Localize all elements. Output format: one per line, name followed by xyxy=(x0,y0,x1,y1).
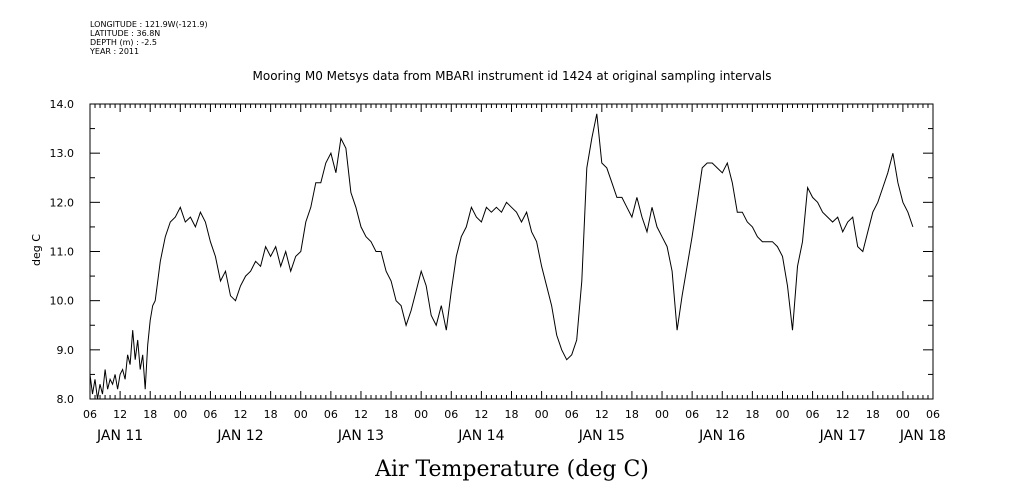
y-tick-label: 13.0 xyxy=(50,147,75,160)
x-tick-label: 12 xyxy=(595,408,609,421)
x-tick-label: 06 xyxy=(324,408,338,421)
y-tick-label: 10.0 xyxy=(50,295,75,308)
chart-title: Mooring M0 Metsys data from MBARI instru… xyxy=(253,69,772,83)
x-tick-label: 18 xyxy=(866,408,880,421)
air-temperature-series-line xyxy=(89,113,914,400)
year-text: YEAR : 2011 xyxy=(90,47,140,56)
x-tick-label: 12 xyxy=(715,408,729,421)
x-tick-label: 06 xyxy=(565,408,579,421)
x-tick-label: 18 xyxy=(384,408,398,421)
y-tick-label: 12.0 xyxy=(50,196,75,209)
x-tick-label: 18 xyxy=(745,408,759,421)
metadata-block: LONGITUDE : 121.9W(-121.9) LATITUDE : 36… xyxy=(90,20,208,56)
x-tick-label: 06 xyxy=(83,408,97,421)
x-tick-label: 18 xyxy=(264,408,278,421)
day-labels: JAN 11 JAN 12 JAN 13 JAN 14 JAN 15 JAN 16 JAN … xyxy=(96,428,946,444)
y-tick-label: 11.0 xyxy=(50,246,75,259)
x-tick-label: 06 xyxy=(444,408,458,421)
y-tick-label: 8.0 xyxy=(57,393,75,406)
x-tick-label: 12 xyxy=(474,408,488,421)
x-tick-label: 12 xyxy=(234,408,248,421)
day-label: JAN 18 xyxy=(899,428,946,444)
x-tick-label: 00 xyxy=(775,408,789,421)
x-tick-label: 18 xyxy=(143,408,157,421)
x-tick-label: 06 xyxy=(806,408,820,421)
day-label: JAN 14 xyxy=(457,428,504,444)
plot-frame xyxy=(89,103,934,400)
x-tick-label: 00 xyxy=(655,408,669,421)
y-axis: 8.0 9.0 10.0 11.0 12.0 13.0 14.0 xyxy=(50,98,933,406)
day-label: JAN 16 xyxy=(698,428,745,444)
y-axis-label: deg C xyxy=(30,234,43,266)
x-tick-label: 00 xyxy=(896,408,910,421)
x-tick-label: 00 xyxy=(294,408,308,421)
day-label: JAN 11 xyxy=(96,428,143,444)
latitude-text: LATITUDE : 36.8N xyxy=(90,29,161,38)
x-axis-title: Air Temperature (deg C) xyxy=(374,457,649,482)
x-tick-label: 12 xyxy=(836,408,850,421)
x-tick-label: 00 xyxy=(414,408,428,421)
day-label: JAN 13 xyxy=(337,428,384,444)
day-label: JAN 12 xyxy=(216,428,263,444)
y-tick-label: 14.0 xyxy=(50,98,75,111)
longitude-text: LONGITUDE : 121.9W(-121.9) xyxy=(90,20,208,29)
x-tick-label: 12 xyxy=(113,408,127,421)
x-tick-label: 06 xyxy=(685,408,699,421)
x-tick-label: 00 xyxy=(173,408,187,421)
x-tick-label: 18 xyxy=(625,408,639,421)
day-label: JAN 15 xyxy=(578,428,625,444)
day-label: JAN 17 xyxy=(819,428,866,444)
x-axis: 06 12 18 00 06 12 18 00 06 12 18 00 06 12 18 00 06 12 18 00… xyxy=(83,104,940,421)
x-tick-label: 18 xyxy=(505,408,519,421)
x-tick-label: 06 xyxy=(203,408,217,421)
y-tick-label: 9.0 xyxy=(57,344,75,357)
depth-text: DEPTH (m) : -2.5 xyxy=(90,38,157,47)
x-tick-label: 12 xyxy=(354,408,368,421)
x-tick-label: 00 xyxy=(535,408,549,421)
x-tick-label: 06 xyxy=(926,408,940,421)
